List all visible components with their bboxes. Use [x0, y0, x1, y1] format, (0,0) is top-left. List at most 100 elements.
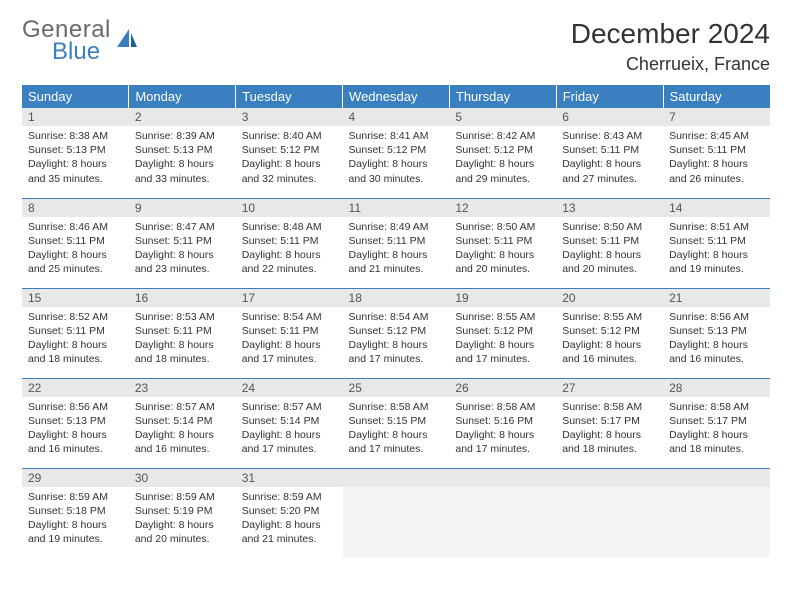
daylight-line2: and 19 minutes.: [669, 262, 764, 276]
day-details: Sunrise: 8:50 AMSunset: 5:11 PMDaylight:…: [556, 217, 663, 281]
calendar-week-row: 22Sunrise: 8:56 AMSunset: 5:13 PMDayligh…: [22, 378, 770, 468]
day-number: 24: [236, 379, 343, 397]
day-number: 28: [663, 379, 770, 397]
sunrise-text: Sunrise: 8:51 AM: [669, 220, 764, 234]
sunrise-text: Sunrise: 8:49 AM: [349, 220, 444, 234]
weekday-header: Thursday: [449, 85, 556, 108]
day-number-empty: [556, 469, 663, 487]
day-number-empty: [449, 469, 556, 487]
day-details: Sunrise: 8:41 AMSunset: 5:12 PMDaylight:…: [343, 126, 450, 190]
calendar-cell: [663, 468, 770, 558]
day-number: 15: [22, 289, 129, 307]
day-number: 14: [663, 199, 770, 217]
daylight-line2: and 21 minutes.: [242, 532, 337, 546]
day-details: Sunrise: 8:48 AMSunset: 5:11 PMDaylight:…: [236, 217, 343, 281]
sunset-text: Sunset: 5:11 PM: [28, 234, 123, 248]
daylight-line2: and 35 minutes.: [28, 172, 123, 186]
day-details: Sunrise: 8:56 AMSunset: 5:13 PMDaylight:…: [663, 307, 770, 371]
day-details: Sunrise: 8:54 AMSunset: 5:11 PMDaylight:…: [236, 307, 343, 371]
day-number: 11: [343, 199, 450, 217]
sunrise-text: Sunrise: 8:39 AM: [135, 129, 230, 143]
calendar-cell: 23Sunrise: 8:57 AMSunset: 5:14 PMDayligh…: [129, 378, 236, 468]
sunset-text: Sunset: 5:13 PM: [135, 143, 230, 157]
day-details: Sunrise: 8:53 AMSunset: 5:11 PMDaylight:…: [129, 307, 236, 371]
calendar-cell: 4Sunrise: 8:41 AMSunset: 5:12 PMDaylight…: [343, 108, 450, 198]
title-block: December 2024 Cherrueix, France: [571, 18, 770, 75]
sunrise-text: Sunrise: 8:59 AM: [242, 490, 337, 504]
daylight-line1: Daylight: 8 hours: [455, 338, 550, 352]
daylight-line2: and 18 minutes.: [28, 352, 123, 366]
sunrise-text: Sunrise: 8:46 AM: [28, 220, 123, 234]
daylight-line2: and 18 minutes.: [562, 442, 657, 456]
sunset-text: Sunset: 5:13 PM: [28, 143, 123, 157]
sunrise-text: Sunrise: 8:38 AM: [28, 129, 123, 143]
day-number: 7: [663, 108, 770, 126]
daylight-line2: and 17 minutes.: [455, 442, 550, 456]
sunset-text: Sunset: 5:19 PM: [135, 504, 230, 518]
day-details: Sunrise: 8:46 AMSunset: 5:11 PMDaylight:…: [22, 217, 129, 281]
calendar-cell: 13Sunrise: 8:50 AMSunset: 5:11 PMDayligh…: [556, 198, 663, 288]
daylight-line1: Daylight: 8 hours: [349, 338, 444, 352]
sunset-text: Sunset: 5:11 PM: [669, 143, 764, 157]
calendar-cell: 6Sunrise: 8:43 AMSunset: 5:11 PMDaylight…: [556, 108, 663, 198]
daylight-line1: Daylight: 8 hours: [135, 518, 230, 532]
sunset-text: Sunset: 5:12 PM: [562, 324, 657, 338]
sunrise-text: Sunrise: 8:53 AM: [135, 310, 230, 324]
day-number-empty: [663, 469, 770, 487]
sunset-text: Sunset: 5:13 PM: [28, 414, 123, 428]
calendar-week-row: 8Sunrise: 8:46 AMSunset: 5:11 PMDaylight…: [22, 198, 770, 288]
daylight-line2: and 18 minutes.: [669, 442, 764, 456]
calendar-cell: 26Sunrise: 8:58 AMSunset: 5:16 PMDayligh…: [449, 378, 556, 468]
logo-word-2: Blue: [52, 40, 111, 64]
header: General Blue December 2024 Cherrueix, Fr…: [22, 18, 770, 75]
daylight-line1: Daylight: 8 hours: [135, 157, 230, 171]
day-details: Sunrise: 8:47 AMSunset: 5:11 PMDaylight:…: [129, 217, 236, 281]
sunset-text: Sunset: 5:12 PM: [455, 143, 550, 157]
daylight-line2: and 23 minutes.: [135, 262, 230, 276]
sunrise-text: Sunrise: 8:55 AM: [455, 310, 550, 324]
daylight-line2: and 26 minutes.: [669, 172, 764, 186]
day-details: Sunrise: 8:51 AMSunset: 5:11 PMDaylight:…: [663, 217, 770, 281]
calendar-cell: [449, 468, 556, 558]
day-number: 9: [129, 199, 236, 217]
day-number: 10: [236, 199, 343, 217]
daylight-line1: Daylight: 8 hours: [669, 157, 764, 171]
sunrise-text: Sunrise: 8:47 AM: [135, 220, 230, 234]
calendar-cell: 8Sunrise: 8:46 AMSunset: 5:11 PMDaylight…: [22, 198, 129, 288]
calendar-cell: 7Sunrise: 8:45 AMSunset: 5:11 PMDaylight…: [663, 108, 770, 198]
day-number: 6: [556, 108, 663, 126]
day-number: 8: [22, 199, 129, 217]
sunset-text: Sunset: 5:17 PM: [669, 414, 764, 428]
calendar-cell: 12Sunrise: 8:50 AMSunset: 5:11 PMDayligh…: [449, 198, 556, 288]
calendar-cell: 3Sunrise: 8:40 AMSunset: 5:12 PMDaylight…: [236, 108, 343, 198]
day-details: Sunrise: 8:59 AMSunset: 5:18 PMDaylight:…: [22, 487, 129, 551]
daylight-line1: Daylight: 8 hours: [349, 157, 444, 171]
day-details: Sunrise: 8:42 AMSunset: 5:12 PMDaylight:…: [449, 126, 556, 190]
day-number: 18: [343, 289, 450, 307]
daylight-line2: and 16 minutes.: [562, 352, 657, 366]
day-number: 20: [556, 289, 663, 307]
daylight-line2: and 17 minutes.: [349, 352, 444, 366]
day-details: Sunrise: 8:39 AMSunset: 5:13 PMDaylight:…: [129, 126, 236, 190]
daylight-line2: and 21 minutes.: [349, 262, 444, 276]
sunset-text: Sunset: 5:11 PM: [135, 234, 230, 248]
daylight-line1: Daylight: 8 hours: [135, 428, 230, 442]
daylight-line1: Daylight: 8 hours: [669, 428, 764, 442]
daylight-line2: and 32 minutes.: [242, 172, 337, 186]
day-number: 29: [22, 469, 129, 487]
sunset-text: Sunset: 5:11 PM: [455, 234, 550, 248]
day-details: Sunrise: 8:59 AMSunset: 5:20 PMDaylight:…: [236, 487, 343, 551]
calendar-cell: 21Sunrise: 8:56 AMSunset: 5:13 PMDayligh…: [663, 288, 770, 378]
day-number-empty: [343, 469, 450, 487]
calendar-cell: [343, 468, 450, 558]
calendar-cell: 11Sunrise: 8:49 AMSunset: 5:11 PMDayligh…: [343, 198, 450, 288]
day-number: 21: [663, 289, 770, 307]
sunset-text: Sunset: 5:15 PM: [349, 414, 444, 428]
day-details: Sunrise: 8:57 AMSunset: 5:14 PMDaylight:…: [236, 397, 343, 461]
daylight-line2: and 19 minutes.: [28, 532, 123, 546]
daylight-line2: and 33 minutes.: [135, 172, 230, 186]
daylight-line2: and 17 minutes.: [455, 352, 550, 366]
day-details: Sunrise: 8:58 AMSunset: 5:17 PMDaylight:…: [556, 397, 663, 461]
calendar-table: Sunday Monday Tuesday Wednesday Thursday…: [22, 85, 770, 558]
month-title: December 2024: [571, 18, 770, 50]
